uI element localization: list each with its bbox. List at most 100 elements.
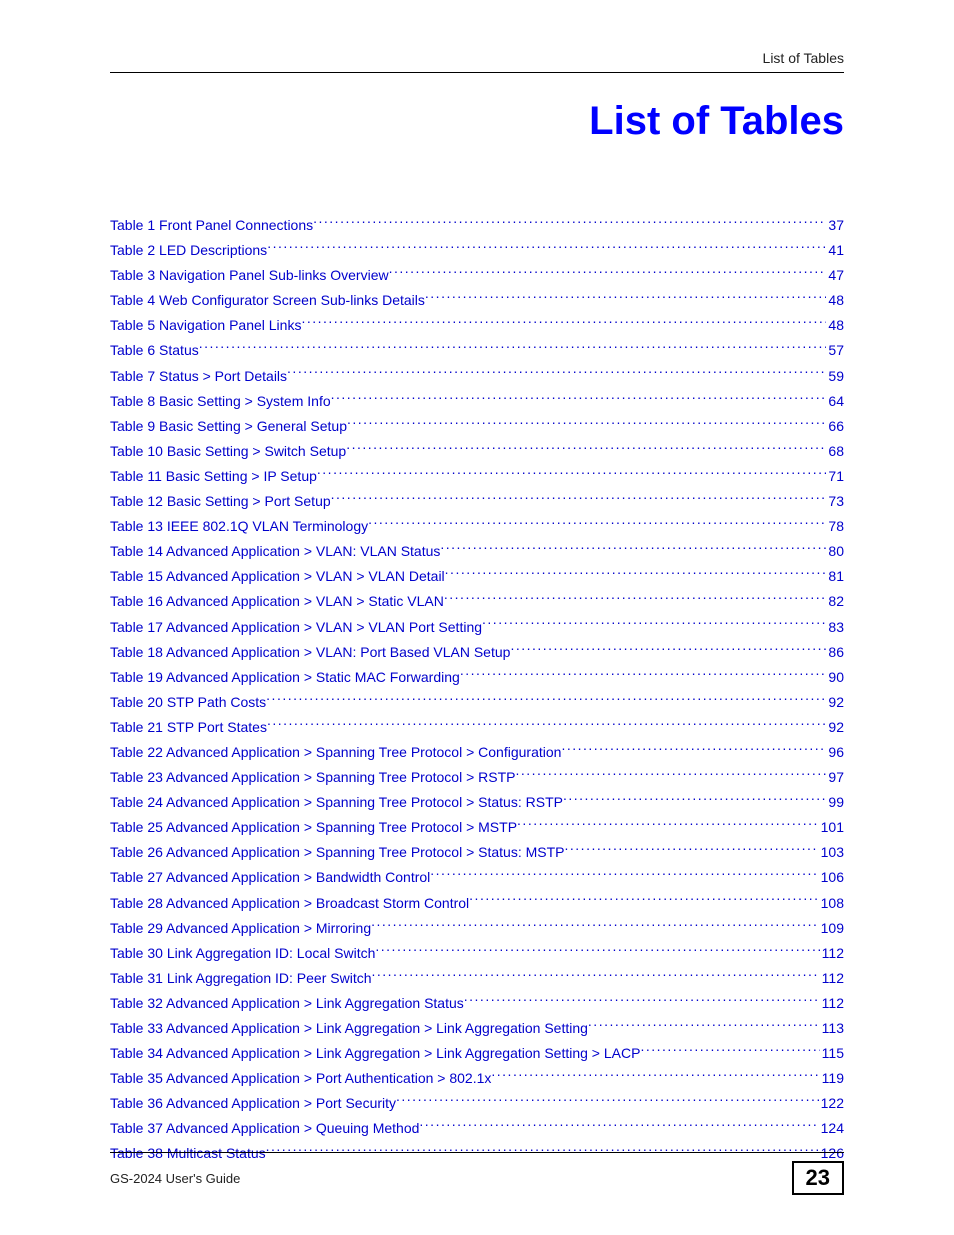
toc-entry[interactable]: Table 8 Basic Setting > System Info 64 [110, 390, 844, 413]
toc-entry-label: Table 35 Advanced Application > Port Aut… [110, 1067, 491, 1090]
toc-entry-page: 99 [826, 791, 844, 814]
toc-entry[interactable]: Table 23 Advanced Application > Spanning… [110, 766, 844, 789]
toc-entry[interactable]: Table 33 Advanced Application > Link Agg… [110, 1017, 844, 1040]
toc-entry-label: Table 36 Advanced Application > Port Sec… [110, 1092, 396, 1115]
toc-leader-dots [563, 793, 826, 807]
toc-leader-dots [389, 266, 827, 280]
toc-entry-page: 81 [826, 565, 844, 588]
toc-leader-dots [266, 693, 826, 707]
toc-entry[interactable]: Table 6 Status 57 [110, 339, 844, 362]
toc-entry[interactable]: Table 24 Advanced Application > Spanning… [110, 791, 844, 814]
toc-entry-label: Table 37 Advanced Application > Queuing … [110, 1117, 419, 1140]
toc-entry-page: 73 [826, 490, 844, 513]
toc-entry-page: 48 [826, 314, 844, 337]
toc-entry-page: 83 [826, 616, 844, 639]
toc-entry[interactable]: Table 11 Basic Setting > IP Setup 71 [110, 465, 844, 488]
toc-leader-dots [372, 969, 820, 983]
toc-entry[interactable]: Table 25 Advanced Application > Spanning… [110, 816, 844, 839]
toc-entry[interactable]: Table 5 Navigation Panel Links 48 [110, 314, 844, 337]
footer-guide-name: GS-2024 User's Guide [110, 1171, 240, 1186]
toc-entry[interactable]: Table 19 Advanced Application > Static M… [110, 666, 844, 689]
toc-entry[interactable]: Table 14 Advanced Application > VLAN: VL… [110, 540, 844, 563]
toc-entry[interactable]: Table 13 IEEE 802.1Q VLAN Terminology 78 [110, 515, 844, 538]
toc-leader-dots [425, 291, 827, 305]
toc-leader-dots [301, 316, 826, 330]
toc-entry-page: 106 [819, 866, 844, 889]
toc-leader-dots [317, 467, 827, 481]
toc-entry-page: 103 [819, 841, 844, 864]
toc-entry[interactable]: Table 30 Link Aggregation ID: Local Swit… [110, 942, 844, 965]
toc-entry-page: 92 [826, 716, 844, 739]
toc-entry[interactable]: Table 34 Advanced Application > Link Agg… [110, 1042, 844, 1065]
header-rule [110, 72, 844, 73]
toc-entry-label: Table 31 Link Aggregation ID: Peer Switc… [110, 967, 372, 990]
toc-entry-page: 115 [820, 1042, 844, 1065]
toc-leader-dots [331, 392, 827, 406]
toc-entry[interactable]: Table 2 LED Descriptions 41 [110, 239, 844, 262]
toc-entry[interactable]: Table 18 Advanced Application > VLAN: Po… [110, 641, 844, 664]
toc-entry[interactable]: Table 3 Navigation Panel Sub-links Overv… [110, 264, 844, 287]
toc-entry-page: 101 [819, 816, 844, 839]
toc-entry-label: Table 14 Advanced Application > VLAN: VL… [110, 540, 440, 563]
toc-entry[interactable]: Table 10 Basic Setting > Switch Setup 68 [110, 440, 844, 463]
toc-entry-page: 113 [820, 1017, 844, 1040]
toc-leader-dots [287, 367, 826, 381]
toc-leader-dots [267, 241, 826, 255]
toc-entry[interactable]: Table 32 Advanced Application > Link Agg… [110, 992, 844, 1015]
table-of-contents: Table 1 Front Panel Connections 37Table … [110, 214, 844, 1166]
toc-leader-dots [267, 718, 826, 732]
toc-entry[interactable]: Table 1 Front Panel Connections 37 [110, 214, 844, 237]
toc-entry-label: Table 17 Advanced Application > VLAN > V… [110, 616, 482, 639]
footer-rule [110, 1152, 844, 1153]
toc-entry[interactable]: Table 36 Advanced Application > Port Sec… [110, 1092, 844, 1115]
toc-entry-label: Table 1 Front Panel Connections [110, 214, 313, 237]
toc-leader-dots [482, 618, 826, 632]
toc-entry[interactable]: Table 27 Advanced Application > Bandwidt… [110, 866, 844, 889]
toc-entry[interactable]: Table 17 Advanced Application > VLAN > V… [110, 616, 844, 639]
toc-entry-label: Table 11 Basic Setting > IP Setup [110, 465, 317, 488]
running-header: List of Tables [110, 50, 844, 72]
toc-entry-page: 71 [826, 465, 844, 488]
toc-entry-label: Table 26 Advanced Application > Spanning… [110, 841, 565, 864]
toc-entry[interactable]: Table 31 Link Aggregation ID: Peer Switc… [110, 967, 844, 990]
toc-entry[interactable]: Table 22 Advanced Application > Spanning… [110, 741, 844, 764]
toc-leader-dots [430, 868, 818, 882]
toc-leader-dots [313, 216, 826, 230]
toc-entry-page: 64 [826, 390, 844, 413]
toc-entry[interactable]: Table 9 Basic Setting > General Setup 66 [110, 415, 844, 438]
toc-entry-page: 90 [826, 666, 844, 689]
toc-entry-label: Table 29 Advanced Application > Mirrorin… [110, 917, 371, 940]
toc-entry[interactable]: Table 35 Advanced Application > Port Aut… [110, 1067, 844, 1090]
page-footer: GS-2024 User's Guide 23 [110, 1152, 844, 1195]
toc-entry-page: 119 [820, 1067, 844, 1090]
toc-entry[interactable]: Table 29 Advanced Application > Mirrorin… [110, 917, 844, 940]
toc-entry-label: Table 28 Advanced Application > Broadcas… [110, 892, 469, 915]
toc-entry[interactable]: Table 26 Advanced Application > Spanning… [110, 841, 844, 864]
toc-entry[interactable]: Table 4 Web Configurator Screen Sub-link… [110, 289, 844, 312]
toc-leader-dots [588, 1019, 820, 1033]
toc-leader-dots [516, 768, 827, 782]
toc-entry-page: 112 [820, 992, 844, 1015]
toc-entry[interactable]: Table 21 STP Port States 92 [110, 716, 844, 739]
toc-entry[interactable]: Table 15 Advanced Application > VLAN > V… [110, 565, 844, 588]
toc-entry[interactable]: Table 7 Status > Port Details 59 [110, 365, 844, 388]
toc-entry-page: 66 [826, 415, 844, 438]
toc-entry-page: 92 [826, 691, 844, 714]
toc-entry-page: 109 [819, 917, 844, 940]
toc-leader-dots [640, 1044, 819, 1058]
toc-entry-label: Table 5 Navigation Panel Links [110, 314, 301, 337]
toc-entry[interactable]: Table 20 STP Path Costs 92 [110, 691, 844, 714]
toc-leader-dots [460, 668, 827, 682]
document-page: List of Tables List of Tables Table 1 Fr… [0, 0, 954, 1235]
toc-entry[interactable]: Table 16 Advanced Application > VLAN > S… [110, 590, 844, 613]
toc-entry-label: Table 7 Status > Port Details [110, 365, 287, 388]
toc-leader-dots [510, 643, 826, 657]
toc-entry[interactable]: Table 12 Basic Setting > Port Setup 73 [110, 490, 844, 513]
toc-leader-dots [396, 1094, 819, 1108]
toc-entry[interactable]: Table 28 Advanced Application > Broadcas… [110, 892, 844, 915]
toc-leader-dots [331, 492, 827, 506]
toc-entry[interactable]: Table 37 Advanced Application > Queuing … [110, 1117, 844, 1140]
toc-leader-dots [371, 919, 819, 933]
toc-entry-label: Table 30 Link Aggregation ID: Local Swit… [110, 942, 375, 965]
toc-leader-dots [445, 567, 827, 581]
